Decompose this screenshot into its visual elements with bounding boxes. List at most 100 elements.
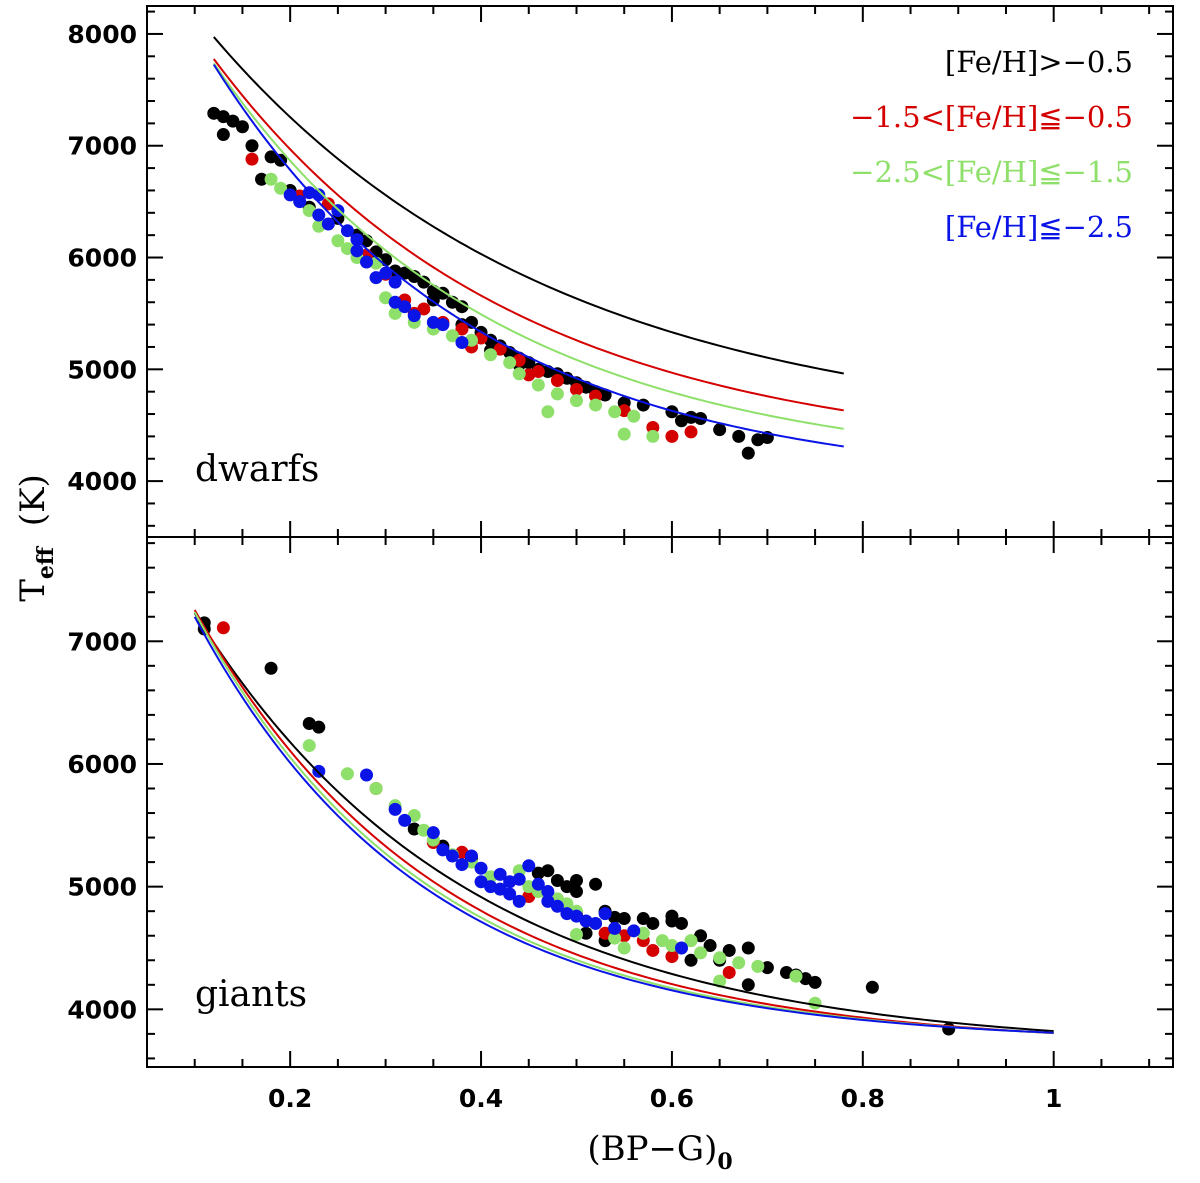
giants-data-point [741,978,755,992]
giants-data-point [569,909,583,923]
giants-data-point [865,980,879,994]
giants-data-point [694,946,708,960]
dwarfs-data-point [283,188,297,202]
x-axis-label-text: (BP−G) [587,1129,717,1169]
giants-fit-curve [193,616,1054,1034]
dwarfs-data-point [245,139,259,153]
dwarfs-data-point [589,398,603,412]
giants-data-point [474,861,488,875]
giants-data-point [465,849,479,863]
giants-data-point [407,808,421,822]
y-axis-label-subscript: eff [33,545,59,579]
dwarfs-data-point [522,368,536,382]
dwarfs-data-point [321,197,335,211]
x-tick-label: 0.4 [459,1084,503,1113]
giants-data-point [655,934,669,948]
dwarfs-data-point [398,300,412,314]
x-tick-label: 0.8 [841,1084,885,1113]
dwarfs-data-point [569,394,583,408]
giants-data-point [608,931,622,945]
giants-data-point [703,939,717,953]
dwarfs-data-point [417,275,431,289]
giants-data-point [569,928,583,941]
dwarfs-fit-curve [212,64,844,448]
svg-text:(BP−G)0: (BP−G)0 [587,1129,732,1175]
giants-data-point [541,864,555,878]
giants-data-point [684,934,698,948]
giants-data-point [493,867,507,881]
dwarfs-data-point [321,217,335,231]
giants-data-point [455,858,469,872]
y-tick-label: 7000 [67,132,137,161]
dwarfs-data-point [550,373,564,387]
dwarfs-data-point [493,342,507,356]
y-tick-label: 6000 [67,750,137,779]
y-axis-label-symbol: T [13,579,53,602]
dwarfs-data-point [503,356,517,370]
dwarfs-data-point [665,429,679,443]
giants-data-point [665,950,679,964]
giants-data-point [436,843,450,857]
giants-data-point [713,951,727,965]
dwarfs-panel: 4000 5000 6000 7000 8000 [67,6,1173,537]
giants-data-point [512,872,526,886]
dwarfs-data-point [216,128,230,142]
dwarfs-data-point [360,255,374,269]
dwarfs-fit-curve [213,36,844,375]
svg-text:Teff (K): Teff (K) [13,474,59,602]
dwarfs-data-point [455,335,469,349]
dwarfs-data-point [569,382,583,396]
dwarfs-data-point [684,425,698,439]
giants-data-point [617,941,631,955]
y-tick-label: 4000 [67,995,137,1024]
giants-data-point [579,926,593,940]
giants-data-point [760,961,774,975]
dwarfs-data-point [741,446,755,460]
y-axis-label-unit: (K) [13,474,53,526]
dwarfs-data-point [264,172,278,186]
dwarfs-fit-curve [212,62,844,430]
giants-data-point [550,874,564,888]
giants-data-point [407,822,421,836]
giants-data-point [531,877,545,891]
giants-data-point [789,969,803,983]
giants-data-point [474,875,488,889]
y-tick-label: 7000 [67,627,137,656]
dwarfs-data-point [388,275,402,289]
giants-data-point [751,959,765,973]
dwarfs-data-point [531,378,545,392]
dwarfs-data-point [388,306,402,320]
giants-data-point [560,880,574,894]
dwarfs-data-point [245,152,259,166]
dwarfs-data-point [646,420,660,434]
dwarfs-data-point [512,367,526,381]
dwarfs-data-point [436,318,450,332]
giants-data-point [674,916,688,930]
x-axis-label-subscript: 0 [717,1149,732,1175]
giants-data-point [741,941,755,955]
dwarfs-data-point [455,322,469,336]
dwarfs-data-point [484,348,498,362]
x-tick-label: 1 [1045,1084,1062,1113]
dwarfs-data-point [646,429,660,443]
x-axis-label: (BP−G)0 [587,1129,732,1175]
legend-entry-solar: [Fe/H]>−0.5 [945,45,1133,79]
y-tick-label: 6000 [67,244,137,273]
dwarfs-data-point [331,234,345,248]
giants-data-point [646,943,660,957]
giants-data-point [694,929,708,943]
giants-data-point [360,768,374,782]
y-axis-label: Teff (K) [13,474,59,602]
giants-data-point [398,813,412,827]
y-tick-label: 4000 [67,467,137,496]
giants-data-point [522,859,536,873]
giants-data-point [550,899,564,913]
dwarfs-data-point [274,181,288,195]
giants-data-point [445,849,459,863]
giants-data-point [646,916,660,930]
giants-data-point [216,621,230,635]
giants-data-point [732,956,746,970]
dwarfs-fit-curve [213,58,844,412]
giants-data-point [589,916,603,930]
